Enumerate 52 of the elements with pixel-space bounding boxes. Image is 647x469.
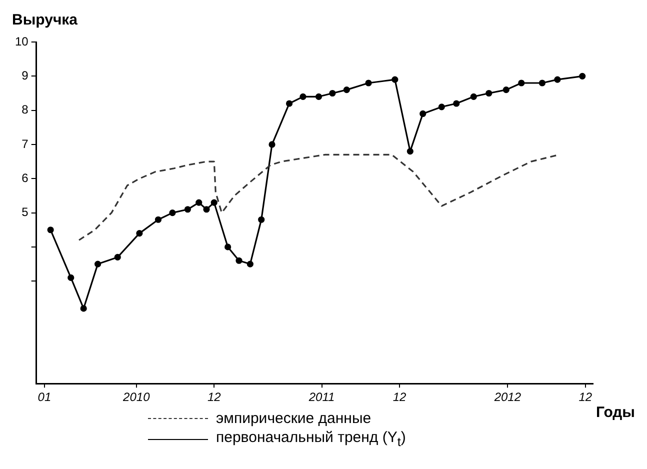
x-tick-label: 2010 <box>122 390 150 404</box>
point <box>258 216 265 223</box>
point <box>47 226 54 234</box>
point <box>68 274 74 282</box>
point <box>196 199 202 206</box>
point <box>343 86 350 94</box>
y-tick-label: 7 <box>22 136 29 151</box>
point <box>486 90 492 97</box>
point <box>470 93 477 100</box>
y-tick-label: 6 <box>22 170 29 185</box>
x-tick-label: 12 <box>207 390 222 404</box>
point <box>184 206 191 213</box>
point <box>365 80 372 86</box>
point <box>268 141 276 148</box>
point <box>420 110 426 118</box>
point <box>80 305 87 312</box>
point <box>236 257 242 264</box>
point <box>392 76 398 83</box>
point <box>579 72 586 80</box>
point <box>438 104 445 110</box>
point <box>554 76 561 83</box>
point <box>224 244 232 250</box>
point <box>203 206 210 213</box>
point <box>315 93 322 100</box>
point <box>453 100 460 107</box>
point <box>329 90 336 97</box>
x-tick-label: 12 <box>392 390 406 404</box>
y-tick-label: 10 <box>14 34 29 48</box>
x-tick-label: 01 <box>38 390 52 404</box>
legend-label: первоначальный тренд (Y$_{t}$) <box>216 429 406 449</box>
point <box>502 86 510 94</box>
x-tick-label: 2012 <box>493 390 522 404</box>
point <box>538 80 546 86</box>
x-tick-label: 2011 <box>308 390 335 404</box>
point <box>136 230 143 237</box>
x-tick-label: 12 <box>578 390 592 404</box>
y-axis-title: Выручка <box>12 12 78 29</box>
point <box>300 93 306 100</box>
point <box>154 216 162 223</box>
point <box>406 148 414 155</box>
point <box>286 100 293 107</box>
y-tick-label: 8 <box>22 102 29 117</box>
point <box>169 210 176 216</box>
x-axis-title: Годы <box>596 404 635 422</box>
point <box>210 199 218 206</box>
legend-label: эмпирические данные <box>216 410 372 427</box>
y-tick-label: 5 <box>22 205 29 220</box>
point <box>114 254 121 261</box>
point <box>518 80 525 86</box>
point <box>94 260 102 268</box>
y-tick-label: 9 <box>22 68 29 82</box>
point <box>246 260 254 268</box>
